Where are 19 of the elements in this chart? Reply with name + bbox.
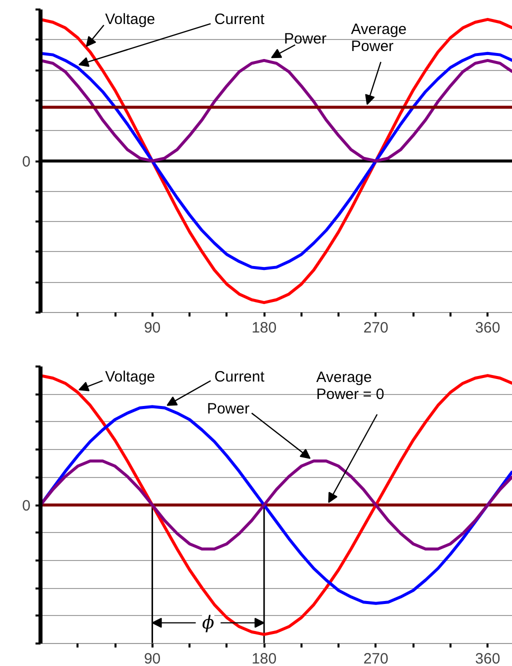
text: Current — [214, 368, 266, 386]
text: Current — [214, 10, 266, 28]
x-tick-label: 90 — [144, 320, 161, 336]
x-tick-label: 270 — [363, 650, 388, 666]
x-tick-label: 90 — [144, 650, 161, 666]
x-tick-label: 180 — [252, 650, 277, 666]
annotation: ϕ — [202, 612, 214, 634]
text: Average Power — [351, 20, 407, 55]
x-tick-label: 180 — [252, 320, 277, 336]
x-tick-label: 270 — [363, 320, 388, 336]
series-label: Voltage — [105, 368, 156, 386]
ref-line-label: 0 — [22, 154, 30, 170]
x-tick-label: 360 — [475, 650, 500, 666]
annotation: Average Power = 0 — [316, 368, 384, 403]
series-label: Voltage — [105, 10, 156, 28]
text: Power — [206, 400, 250, 418]
series-label: Power — [284, 30, 326, 48]
ref-line-label: 0 — [22, 498, 30, 514]
x-tick-label: 360 — [475, 320, 500, 336]
